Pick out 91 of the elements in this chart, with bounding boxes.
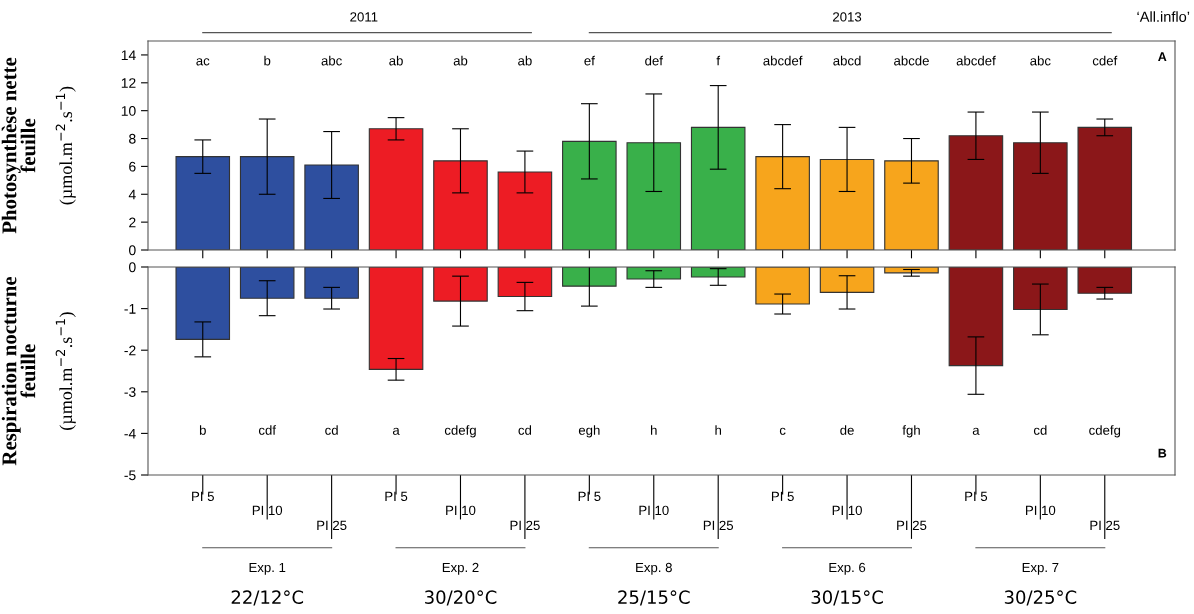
annotation: cd [325,425,338,435]
annotation: cdefg [444,425,476,438]
annotation: abcdef [956,55,996,66]
y-tick-label: -2 [124,345,136,356]
annotation: cd [518,425,532,435]
text: 25/15°C [618,590,690,606]
bar [433,160,488,250]
y-tick-label: -1 [124,304,136,314]
x-tick-label: PI 25 [897,520,927,531]
annotation: a [392,427,400,435]
x-tick-label: PI 25 [510,520,540,531]
y-tick-label: 4 [128,189,136,200]
annotation: ab [518,55,532,66]
x-tick-label: PI 5 [578,491,601,502]
x-tick-label: PI 5 [771,491,794,502]
bar [175,156,231,250]
annotation: cdef [1092,55,1118,66]
text: 30/25°C [1004,590,1077,606]
annotation: f [716,55,721,66]
annotation: abcde [894,55,929,66]
bar [948,135,1004,250]
text: 2013 [833,12,862,22]
annotation: egh [578,425,600,438]
x-tick-label: PI 10 [639,505,669,516]
annotation: cdefg [1089,425,1121,438]
annotation: ab [389,55,403,66]
text: Exp. 2 [442,562,479,575]
bar [1077,126,1133,250]
x-tick-label: PI 5 [965,491,988,502]
text: Exp. 7 [1022,562,1059,575]
bar [884,160,939,250]
y-tick-label: 0 [129,245,136,256]
text: 22/12°C [231,590,304,606]
y-tick-label: 6 [129,161,136,172]
annotation: ac [196,58,210,66]
bar [368,128,424,250]
annotation: abcdef [763,55,803,66]
annotation: b [264,55,271,66]
text: 30/15°C [811,590,883,606]
bar [562,140,617,250]
x-tick-label: PI 25 [317,520,347,531]
bar [626,142,682,250]
x-tick-label: PI 5 [192,491,214,502]
text: Exp. 1 [249,562,286,575]
annotation: abcd [833,55,861,66]
y-tick-label: -5 [124,470,136,481]
bar [304,164,359,250]
y-tick-label: -4 [124,428,136,439]
x-tick-label: PI 25 [1090,520,1120,531]
annotation: ef [584,55,595,66]
bar [755,156,810,250]
annotation: h [651,425,657,435]
x-tick-label: PI 5 [385,491,408,502]
annotation: def [645,55,663,66]
y-axis-title: Photosynthèse nette feuille (µmol.m$^{−2}$.s$^{−1}$) [1,57,76,234]
annotation: fgh [902,425,920,438]
y-tick-label: 10 [121,106,136,116]
y-tick-label: -3 [124,387,136,397]
text: 2011 [350,12,378,22]
x-tick-label: PI 25 [703,520,734,531]
annotation: b [199,425,206,435]
annotation: a [972,427,980,435]
text: Exp. 6 [829,562,866,575]
y-tick-label: 12 [121,78,136,88]
y-tick-label: 8 [129,133,136,144]
bar [497,171,553,250]
x-tick-label: PI 10 [1026,505,1056,516]
annotation: ab [453,55,468,66]
text: Exp. 8 [636,562,672,575]
annotation: B [1158,448,1167,458]
bar [239,156,295,250]
annotation: c [779,427,786,435]
annotation: A [1158,52,1167,61]
bar [690,126,746,250]
annotation: de [840,425,854,435]
y-tick-label: 14 [121,50,136,60]
bar [819,158,875,250]
bar [1013,142,1068,250]
annotation: h [715,425,722,435]
text: ‘All.inflo’ [1137,11,1190,22]
y-axis-title: Respiration nocturne feuille (µmol.m$^{−2}$.s$^{−1}$) [1,276,76,466]
x-tick-label: PI 10 [446,505,476,516]
annotation: abc [321,55,342,66]
annotation: abc [1030,55,1051,66]
y-tick-label: 0 [129,262,136,273]
annotation: cd [1033,425,1047,435]
text: 30/20°C [425,590,497,606]
x-tick-label: PI 10 [832,505,862,516]
y-tick-label: 2 [129,217,136,228]
annotation: cdf [258,425,277,435]
x-tick-label: PI 10 [252,505,283,516]
